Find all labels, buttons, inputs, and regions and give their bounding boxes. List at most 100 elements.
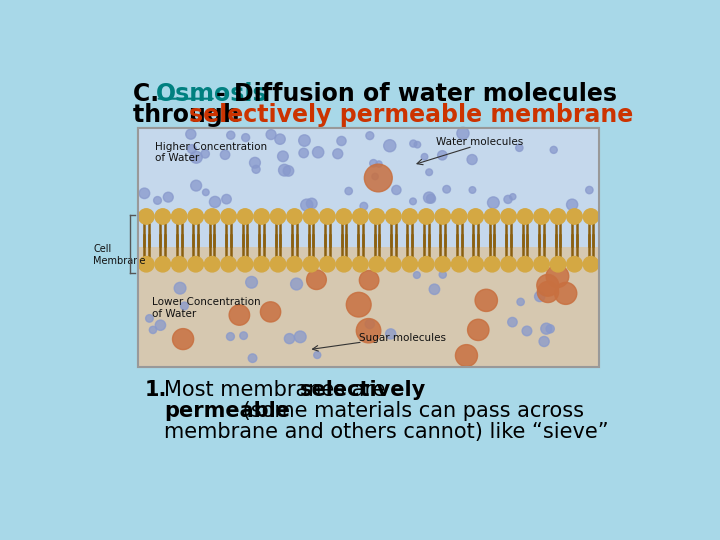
Circle shape xyxy=(153,197,161,204)
Circle shape xyxy=(485,209,500,224)
Circle shape xyxy=(365,319,374,328)
Circle shape xyxy=(392,185,401,194)
Circle shape xyxy=(386,256,401,272)
Text: - Diffusion of water molecules: - Diffusion of water molecules xyxy=(216,82,617,106)
Circle shape xyxy=(457,127,469,139)
Circle shape xyxy=(188,256,204,272)
Circle shape xyxy=(467,319,489,341)
Circle shape xyxy=(301,199,313,211)
Circle shape xyxy=(487,197,499,208)
Text: permeable: permeable xyxy=(164,401,290,421)
Bar xyxy=(138,128,599,367)
Circle shape xyxy=(468,256,483,272)
Circle shape xyxy=(283,166,294,176)
Circle shape xyxy=(534,209,549,224)
Circle shape xyxy=(145,315,153,322)
Text: Higher Concentration
of Water: Higher Concentration of Water xyxy=(155,142,267,164)
Circle shape xyxy=(353,209,368,224)
Circle shape xyxy=(336,209,351,224)
Circle shape xyxy=(413,272,420,279)
Circle shape xyxy=(539,336,549,347)
Circle shape xyxy=(376,161,382,167)
Circle shape xyxy=(585,186,593,194)
Circle shape xyxy=(534,256,549,272)
Circle shape xyxy=(139,188,150,199)
Circle shape xyxy=(583,209,599,224)
Circle shape xyxy=(246,276,258,288)
Circle shape xyxy=(501,256,516,272)
Circle shape xyxy=(336,256,351,272)
Text: through: through xyxy=(132,103,248,127)
Circle shape xyxy=(277,151,288,161)
Circle shape xyxy=(356,319,381,343)
Circle shape xyxy=(181,302,189,310)
Bar xyxy=(138,128,599,367)
Circle shape xyxy=(174,282,186,294)
Circle shape xyxy=(171,209,187,224)
Circle shape xyxy=(294,331,306,343)
Circle shape xyxy=(567,199,577,210)
Circle shape xyxy=(155,209,171,224)
Circle shape xyxy=(279,164,290,176)
Circle shape xyxy=(221,256,236,272)
Circle shape xyxy=(359,271,379,290)
Text: Cell
Membrane: Cell Membrane xyxy=(93,244,145,266)
Circle shape xyxy=(516,144,523,151)
Circle shape xyxy=(456,345,477,367)
Circle shape xyxy=(451,209,467,224)
Circle shape xyxy=(191,180,202,191)
Circle shape xyxy=(303,256,319,272)
Circle shape xyxy=(320,209,336,224)
Circle shape xyxy=(284,334,294,343)
Circle shape xyxy=(443,185,451,193)
Circle shape xyxy=(299,148,308,158)
Circle shape xyxy=(550,146,557,153)
Circle shape xyxy=(266,130,276,139)
Text: C.: C. xyxy=(132,82,175,106)
Circle shape xyxy=(517,298,524,306)
Circle shape xyxy=(426,169,433,176)
Bar xyxy=(138,247,599,367)
Circle shape xyxy=(187,145,197,153)
Circle shape xyxy=(270,209,286,224)
Circle shape xyxy=(485,256,500,272)
Circle shape xyxy=(314,352,321,359)
Circle shape xyxy=(303,209,319,224)
Circle shape xyxy=(204,256,220,272)
Circle shape xyxy=(475,289,498,312)
Circle shape xyxy=(287,256,302,272)
Circle shape xyxy=(421,153,428,160)
Circle shape xyxy=(337,137,346,146)
Circle shape xyxy=(204,209,220,224)
Circle shape xyxy=(501,209,516,224)
Circle shape xyxy=(138,209,154,224)
Circle shape xyxy=(550,209,566,224)
Circle shape xyxy=(333,149,343,159)
Circle shape xyxy=(386,329,396,339)
Circle shape xyxy=(567,256,582,272)
Circle shape xyxy=(261,302,281,322)
Circle shape xyxy=(312,147,324,158)
Circle shape xyxy=(307,198,317,209)
Text: membrane and others cannot) like “sieve”: membrane and others cannot) like “sieve” xyxy=(164,422,609,442)
Circle shape xyxy=(299,135,310,146)
Circle shape xyxy=(469,187,476,193)
Circle shape xyxy=(534,292,545,302)
Circle shape xyxy=(435,256,451,272)
Text: Lower Concentration
of Water: Lower Concentration of Water xyxy=(152,298,261,319)
Circle shape xyxy=(439,271,446,278)
Circle shape xyxy=(418,256,434,272)
Text: selectively permeable membrane: selectively permeable membrane xyxy=(189,103,634,127)
Text: (some materials can pass across: (some materials can pass across xyxy=(235,401,584,421)
Circle shape xyxy=(517,256,533,272)
Circle shape xyxy=(468,209,483,224)
Circle shape xyxy=(583,256,599,272)
Circle shape xyxy=(410,140,417,147)
Circle shape xyxy=(320,256,336,272)
Circle shape xyxy=(190,151,202,163)
Circle shape xyxy=(517,209,533,224)
Circle shape xyxy=(252,165,260,173)
Circle shape xyxy=(369,209,384,224)
Circle shape xyxy=(345,187,352,195)
Circle shape xyxy=(254,209,269,224)
